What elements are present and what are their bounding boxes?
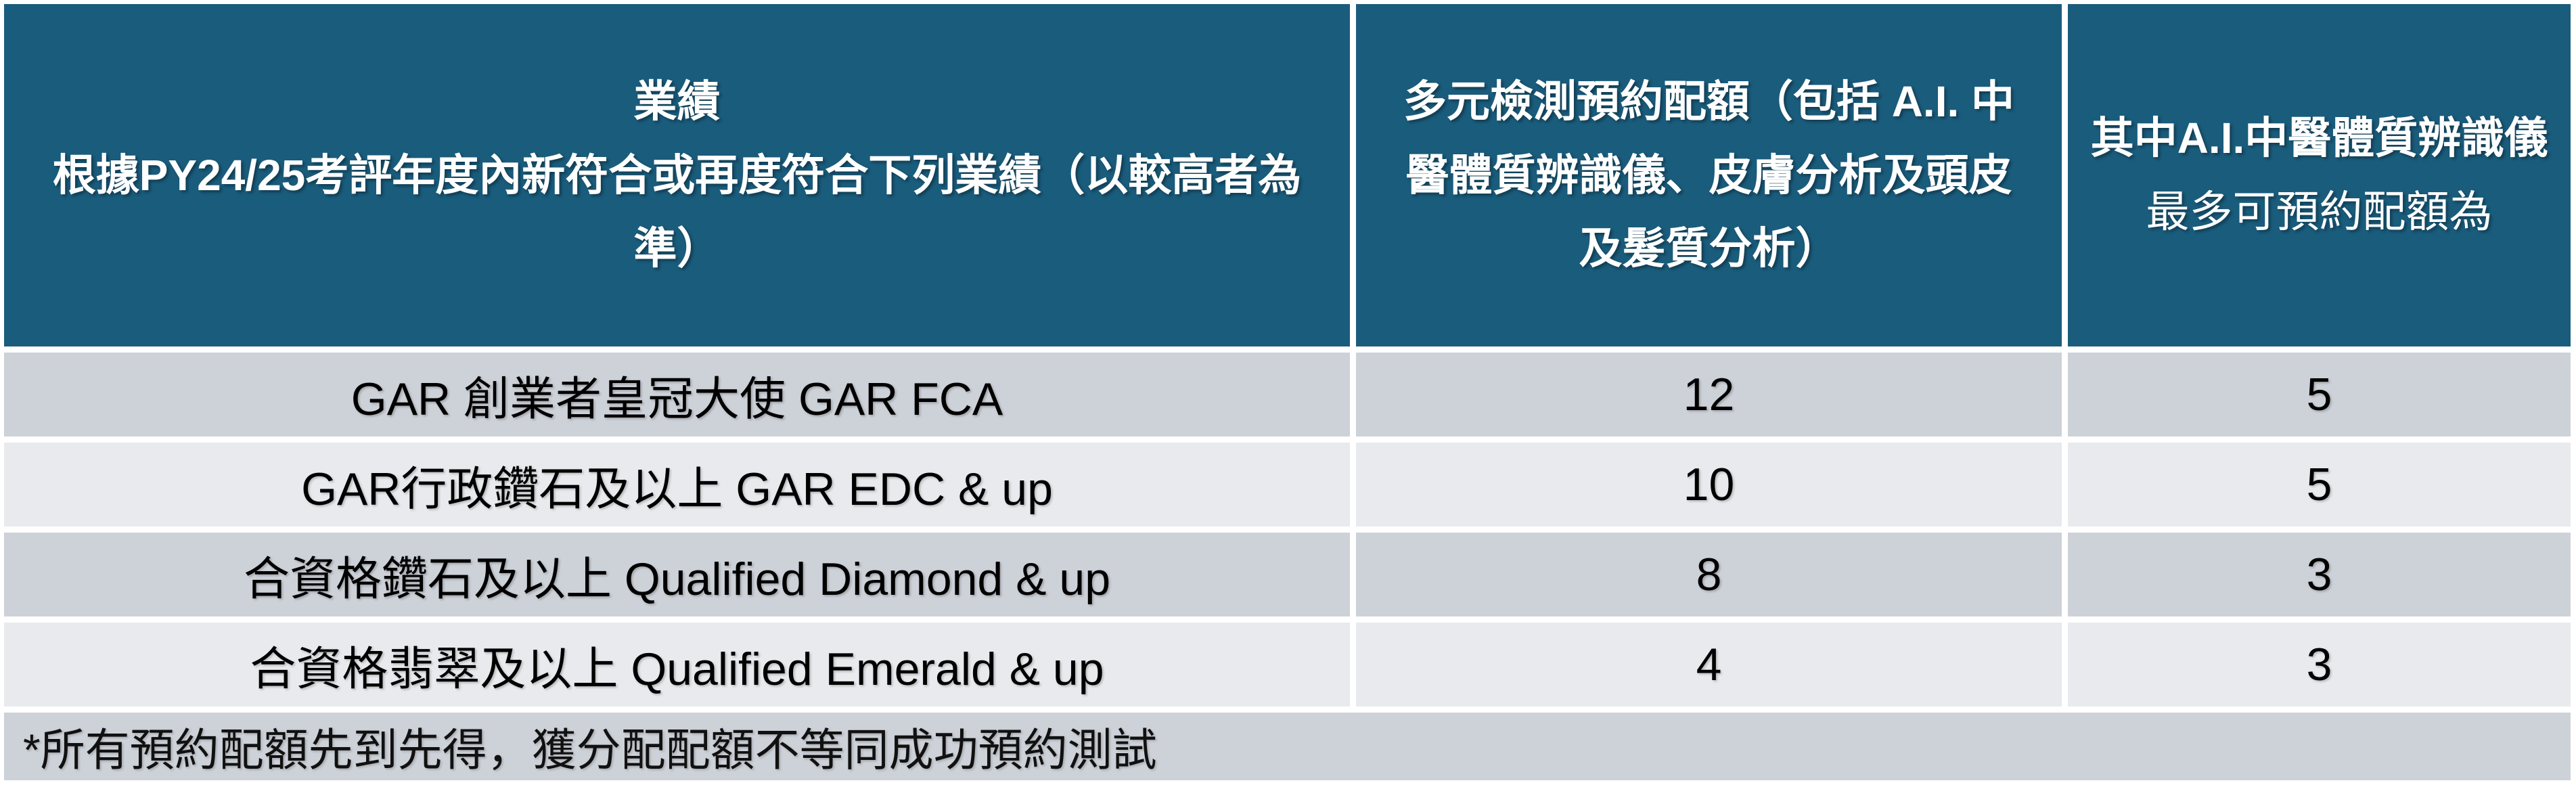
header-ai-tcm-quota-regular: 最多可預約配額為 (2146, 187, 2493, 236)
header-performance-criteria: 業績 根據PY24/25考評年度內新符合或再度符合下列業績（以較高者為準） (4, 4, 1350, 346)
header-multi-test-quota: 多元檢測預約配額（包括 A.I. 中醫體質辨識儀、皮膚分析及頭皮及髮質分析） (1356, 4, 2062, 346)
ai-quota-value: 3 (2068, 623, 2571, 706)
ai-quota-value: 3 (2068, 533, 2571, 616)
quota-value: 10 (1356, 443, 2062, 526)
ai-quota-value: 5 (2068, 353, 2571, 436)
quota-value: 12 (1356, 353, 2062, 436)
tier-label: GAR 創業者皇冠大使 GAR FCA (4, 353, 1350, 436)
tier-label: 合資格翡翠及以上 Qualified Emerald & up (4, 623, 1350, 706)
ai-quota-value: 5 (2068, 443, 2571, 526)
quota-value: 8 (1356, 533, 2062, 616)
quota-value: 4 (1356, 623, 2062, 706)
tier-label: 合資格鑽石及以上 Qualified Diamond & up (4, 533, 1350, 616)
footnote: *所有預約配額先到先得，獲分配配額不等同成功預約測試 (4, 713, 2571, 780)
quota-table: 業績 根據PY24/25考評年度內新符合或再度符合下列業績（以較高者為準） 多元… (4, 4, 2571, 780)
header-ai-tcm-quota-bold: 其中A.I.中醫體質辨識儀 (2090, 114, 2548, 163)
header-performance-title: 業績 (633, 76, 721, 126)
header-performance-subtitle: 根據PY24/25考評年度內新符合或再度符合下列業績（以較高者為準） (52, 150, 1302, 273)
header-ai-tcm-quota: 其中A.I.中醫體質辨識儀最多可預約配額為 (2068, 4, 2571, 346)
tier-label: GAR行政鑽石及以上 GAR EDC & up (4, 443, 1350, 526)
